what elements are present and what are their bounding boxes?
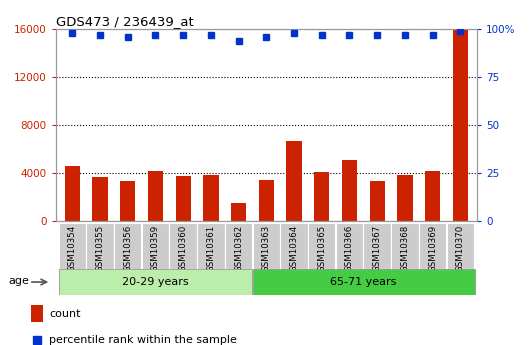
Bar bbox=[314, 172, 329, 221]
Text: 65-71 years: 65-71 years bbox=[330, 277, 396, 287]
Text: GSM10359: GSM10359 bbox=[151, 225, 160, 272]
Bar bbox=[308, 223, 335, 269]
Text: GSM10366: GSM10366 bbox=[345, 225, 354, 272]
Bar bbox=[286, 141, 302, 221]
Bar bbox=[280, 223, 308, 269]
Bar bbox=[398, 175, 412, 221]
Text: GSM10361: GSM10361 bbox=[206, 225, 215, 272]
Text: GSM10360: GSM10360 bbox=[179, 225, 188, 272]
Bar bbox=[336, 223, 363, 269]
Bar bbox=[204, 175, 218, 221]
Text: GSM10367: GSM10367 bbox=[373, 225, 382, 272]
Text: 20-29 years: 20-29 years bbox=[122, 277, 189, 287]
Text: GSM10364: GSM10364 bbox=[289, 225, 298, 272]
Bar bbox=[425, 170, 440, 221]
Bar bbox=[225, 223, 252, 269]
Text: GSM10356: GSM10356 bbox=[123, 225, 132, 272]
Bar bbox=[259, 180, 274, 221]
Bar bbox=[197, 223, 225, 269]
Bar bbox=[369, 181, 385, 221]
Bar bbox=[364, 223, 391, 269]
Bar bbox=[253, 223, 280, 269]
Bar bbox=[120, 181, 135, 221]
Text: count: count bbox=[49, 309, 81, 319]
Bar bbox=[391, 223, 419, 269]
Text: GSM10369: GSM10369 bbox=[428, 225, 437, 272]
Bar bbox=[447, 223, 474, 269]
Bar bbox=[453, 29, 468, 221]
Bar bbox=[419, 223, 446, 269]
Text: GSM10354: GSM10354 bbox=[68, 225, 77, 272]
Bar bbox=[58, 269, 252, 295]
Bar bbox=[342, 160, 357, 221]
Text: age: age bbox=[8, 276, 29, 286]
Bar bbox=[175, 176, 191, 221]
Text: GSM10355: GSM10355 bbox=[95, 225, 104, 272]
Bar bbox=[92, 177, 108, 221]
Text: GSM10368: GSM10368 bbox=[401, 225, 410, 272]
Bar bbox=[86, 223, 114, 269]
Bar bbox=[142, 223, 169, 269]
Bar bbox=[231, 203, 246, 221]
Bar bbox=[58, 223, 86, 269]
Text: GSM10365: GSM10365 bbox=[317, 225, 326, 272]
Text: GDS473 / 236439_at: GDS473 / 236439_at bbox=[56, 15, 193, 28]
Bar bbox=[170, 223, 197, 269]
Bar bbox=[253, 269, 474, 295]
Text: GSM10362: GSM10362 bbox=[234, 225, 243, 272]
Bar bbox=[114, 223, 142, 269]
Text: GSM10370: GSM10370 bbox=[456, 225, 465, 272]
Bar bbox=[31, 305, 43, 322]
Text: GSM10363: GSM10363 bbox=[262, 225, 271, 272]
Bar bbox=[65, 166, 80, 221]
Text: percentile rank within the sample: percentile rank within the sample bbox=[49, 335, 237, 345]
Bar bbox=[148, 170, 163, 221]
